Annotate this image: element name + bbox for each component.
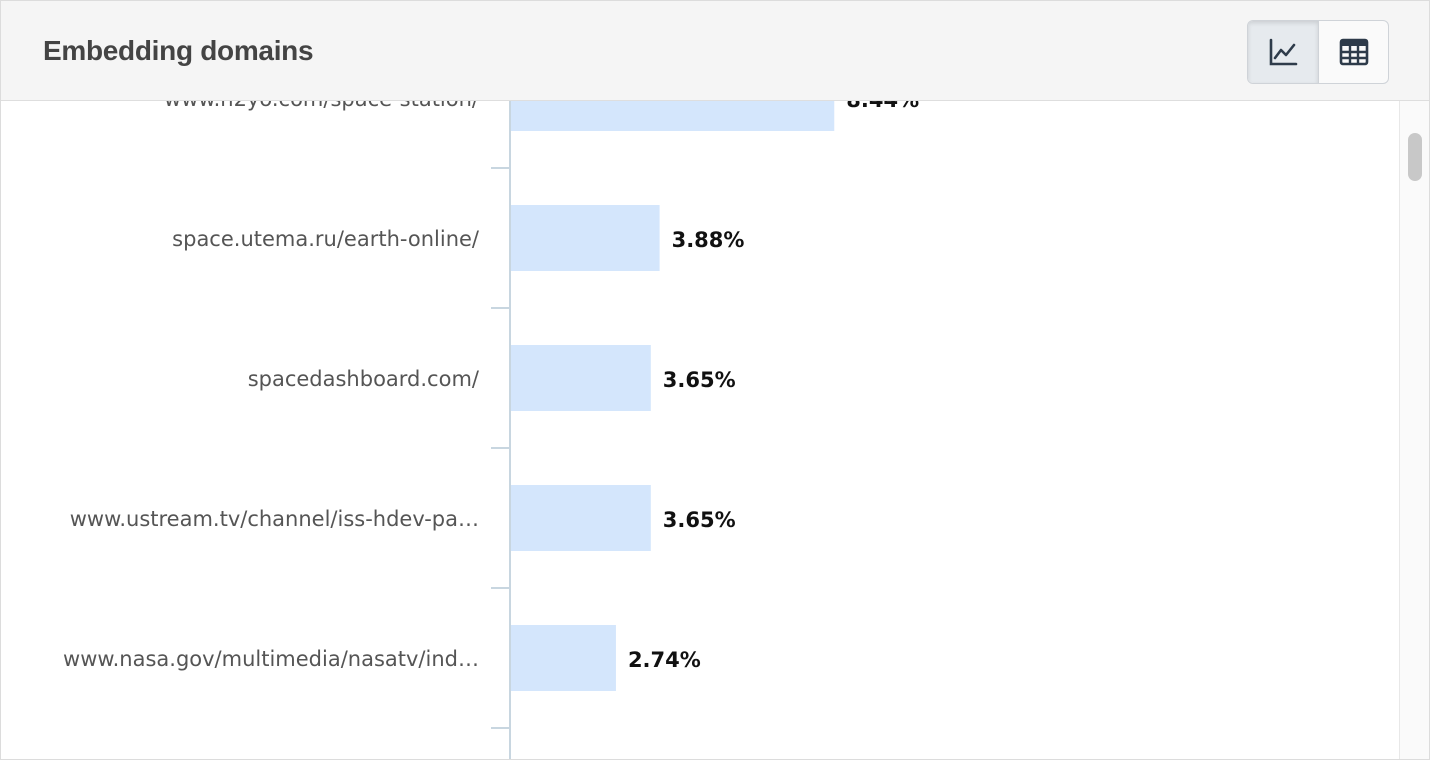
category-label: www.ustream.tv/channel/iss-hdev-pa… (70, 507, 479, 531)
chart-view-button[interactable] (1248, 21, 1318, 83)
table-view-button[interactable] (1318, 21, 1388, 83)
category-label: spacedashboard.com/ (248, 367, 480, 391)
value-label: 8.44% (846, 101, 919, 112)
value-label: 3.88% (672, 228, 745, 252)
bar (511, 101, 835, 131)
bar (511, 345, 651, 411)
view-toggle (1247, 20, 1389, 84)
bar (511, 625, 616, 691)
value-label: 2.74% (628, 648, 701, 672)
value-label: 3.65% (663, 508, 736, 532)
scrollbar-thumb[interactable] (1408, 133, 1422, 181)
panel-header: Embedding domains (1, 1, 1429, 101)
category-label: space.utema.ru/earth-online/ (172, 227, 480, 251)
chart-area[interactable]: www.n2yo.com/space-station/8.44% space.ut… (1, 101, 1397, 759)
bar-chart: www.n2yo.com/space-station/8.44% space.ut… (63, 101, 919, 759)
bar (511, 205, 660, 271)
category-label: www.nasa.gov/multimedia/nasatv/ind… (63, 647, 479, 671)
table-icon (1339, 38, 1368, 66)
bar (511, 485, 651, 551)
line-chart-icon (1269, 38, 1298, 66)
panel-title: Embedding domains (43, 35, 314, 66)
vertical-scrollbar[interactable] (1399, 101, 1429, 759)
value-label: 3.65% (663, 368, 736, 392)
category-label: www.n2yo.com/space-station/ (164, 101, 480, 111)
